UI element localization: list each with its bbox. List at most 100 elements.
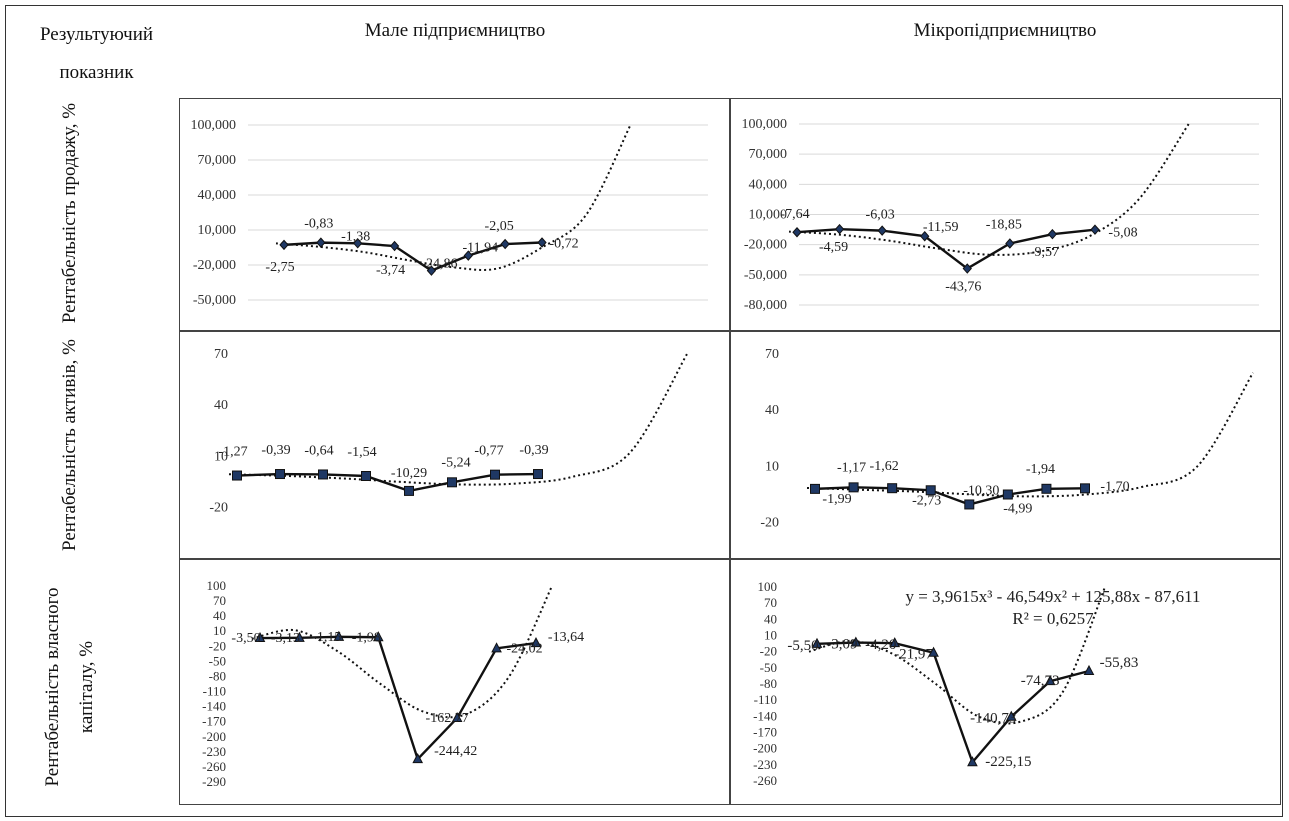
data-point [530,637,542,648]
y-tick-label: -200 [202,729,226,744]
data-point [426,265,437,276]
data-label: -4,99 [1003,502,1032,517]
data-label: -0,77 [474,444,503,459]
data-label: -4,59 [819,240,848,255]
data-point [850,636,862,647]
data-label: -2,05 [485,219,514,234]
data-label: -24,86 [421,257,457,272]
data-label: -1,15 [312,630,341,645]
y-tick-label: -230 [753,757,777,772]
data-label: -0,39 [261,443,290,458]
y-tick-label: 10,000 [749,208,788,223]
row-label-assets-text: Рентабельність активів, % [59,339,80,551]
y-tick-label: 100 [207,578,227,593]
y-tick-label: -50 [209,653,226,668]
data-label: -1,62 [870,459,899,474]
data-point [964,499,975,510]
data-point [887,483,898,494]
data-point [232,470,242,481]
data-label: -1,17 [837,460,866,475]
y-tick-label: -260 [202,759,226,774]
data-label: -225,15 [985,754,1031,770]
y-tick-label: 70,000 [198,153,237,168]
row-label-equity: Рентабельність власного капіталу, % [40,572,100,802]
data-label: -3,13 [271,631,300,646]
data-point [316,237,326,248]
series-line [236,472,539,493]
data-label: -140,73 [970,711,1016,727]
trendline [275,124,632,271]
chart-panel-sales-small: -50,000 -20,000 10,000 40,000 70,000 100,000 -… [179,98,730,331]
data-label: -3,09 [826,637,857,653]
data-point [834,223,845,235]
y-tick-label: 70 [764,595,777,610]
series-line [814,486,1086,506]
data-point [451,711,463,723]
data-point [1005,238,1015,249]
data-label: -162,77 [426,711,469,726]
data-label: -5,50 [787,638,818,654]
data-point [404,485,414,496]
data-point [1047,228,1058,240]
chart-sales-micro: -80,000 -50,000 -20,000 10,000 40,000 70,000 1… [742,117,1259,313]
data-label: -3,50 [231,631,260,646]
data-label: -0,83 [304,217,333,232]
data-label: -11,59 [923,220,959,235]
chart-panel-assets-small: -20 10 40 70 -1,27 -0,39 -0,64 -1,54 -10,29 -5,24… [179,331,730,559]
trendline [251,585,553,719]
data-point [1044,675,1056,686]
chart-panel-equity-small: -290 -260 -230 -200 -170 -140 -110 -80 -50 -20 10 4… [179,559,730,805]
data-label: -1,99 [822,492,851,507]
table-frame [5,5,1283,817]
y-tick-label: -140 [202,699,226,714]
data-label: -5,24 [441,455,470,470]
y-tick-label: -20 [760,644,777,659]
y-tick-label: 10 [765,459,779,474]
y-tick-label: 40 [765,403,779,418]
data-point [1041,483,1052,494]
y-tick-label: -20 [760,516,779,531]
data-label: -11,94 [462,241,498,256]
row-label-sales: Рентабельність продажу, % [40,98,100,328]
chart-assets-micro: -20 10 40 70 -1,99 -1,17 -1,62 -2,73 -10,30 -4,99… [760,347,1254,531]
data-point [1080,483,1090,494]
data-label: -10,29 [391,466,427,481]
data-label: -1,27 [218,445,247,460]
trendline [806,372,1254,498]
header-col1-text: Мале підприємництво [364,20,546,41]
data-label: -7,64 [780,207,809,222]
row-label-assets: Рентабельність активів, % [40,330,100,560]
y-tick-label: -50,000 [744,268,787,283]
data-label: -9,57 [1030,245,1059,260]
y-tick-label: 100,000 [191,118,237,133]
data-point [848,482,859,493]
data-label: -43,76 [945,280,981,295]
data-point [491,642,502,653]
data-point [1090,224,1100,235]
header-col0: Результуючий показник [14,16,179,92]
data-point [490,469,500,480]
y-tick-label: 100,000 [742,117,788,132]
data-point [537,237,547,248]
data-label: -0,64 [304,443,333,458]
series-line [796,227,1096,271]
data-label: -0,39 [519,443,548,458]
data-point [389,240,400,252]
data-label: -3,74 [376,263,405,278]
data-label: -6,03 [866,208,895,223]
row-label-equity-text: Рентабельність власного капіталу, % [42,587,97,787]
data-point [463,250,473,261]
data-point [361,470,371,481]
y-tick-label: 10,000 [198,223,237,238]
data-point [294,631,305,642]
data-label: -244,42 [434,744,477,759]
y-tick-label: -20,000 [193,258,236,273]
data-point [1083,664,1095,675]
data-label: -0,72 [549,237,578,252]
data-point [792,226,802,238]
data-label: -1,54 [347,445,376,460]
y-tick-label: 10 [764,628,777,643]
y-tick-label: 40 [213,608,226,623]
data-label: -74,73 [1021,673,1060,689]
